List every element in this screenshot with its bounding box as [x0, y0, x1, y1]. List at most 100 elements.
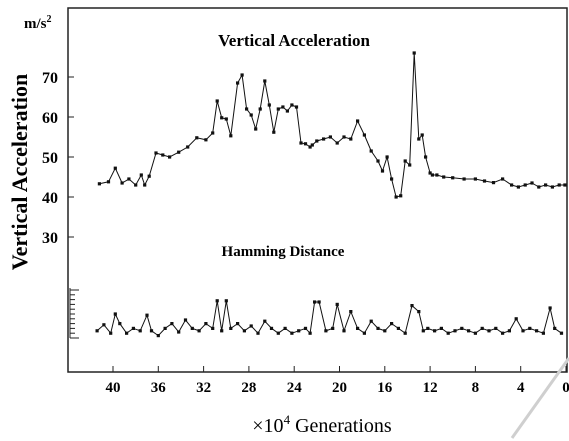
acceleration-point: [417, 137, 421, 141]
acceleration-line: [99, 52, 565, 198]
acceleration-point: [195, 136, 199, 140]
hamming-point: [494, 326, 498, 330]
acceleration-point: [451, 176, 455, 180]
acceleration-point: [362, 133, 366, 137]
hamming-title: Hamming Distance: [222, 244, 345, 260]
y-axis-title: Vertical Acceleration: [7, 74, 32, 271]
hamming-axis: [69, 288, 79, 339]
acceleration-point: [224, 117, 228, 121]
acceleration-point: [550, 185, 554, 189]
hamming-point: [473, 331, 477, 335]
chart-title: Vertical Acceleration: [218, 31, 370, 50]
hamming-point: [263, 319, 267, 323]
hamming-point: [204, 322, 208, 326]
acceleration-point: [435, 173, 439, 177]
acceleration-point: [154, 151, 158, 155]
acceleration-point: [420, 133, 424, 137]
acceleration-point: [308, 145, 312, 149]
series-vertical-acceleration: [97, 51, 567, 199]
acceleration-point: [294, 105, 299, 109]
hamming-point: [102, 323, 106, 327]
acceleration-point: [215, 99, 219, 103]
y-tick-label: 30: [42, 230, 58, 247]
hamming-point: [433, 329, 437, 333]
x-tick-label: 12: [423, 380, 438, 396]
hamming-point: [303, 326, 308, 330]
hamming-point: [190, 326, 194, 330]
hamming-point: [242, 329, 246, 333]
hamming-point: [283, 326, 287, 330]
hamming-line: [96, 300, 562, 337]
acceleration-point: [369, 149, 373, 153]
acceleration-point: [254, 127, 258, 131]
acceleration-point: [399, 194, 403, 198]
hamming-point: [342, 329, 346, 333]
acceleration-point: [281, 105, 285, 109]
y-axis-ticks: 70 60 50 40 30: [42, 70, 74, 247]
hamming-point: [324, 329, 328, 333]
acceleration-point: [501, 177, 505, 181]
hamming-point: [421, 329, 425, 333]
hamming-point: [215, 299, 219, 303]
acceleration-point: [510, 183, 514, 187]
acceleration-point: [303, 142, 308, 146]
acceleration-point: [310, 143, 314, 147]
acceleration-point: [544, 183, 548, 187]
hamming-point: [410, 304, 414, 308]
hamming-point: [521, 329, 525, 333]
acceleration-point: [106, 180, 111, 184]
hamming-point: [220, 329, 224, 333]
hamming-point: [535, 329, 539, 333]
hamming-point: [335, 302, 339, 306]
hamming-point: [403, 331, 407, 335]
acceleration-point: [120, 181, 124, 185]
hamming-point: [390, 322, 394, 326]
acceleration-point: [290, 103, 294, 107]
acceleration-point: [462, 177, 466, 181]
acceleration-point: [229, 134, 233, 138]
acceleration-point: [537, 185, 541, 189]
hamming-point: [138, 329, 142, 333]
acceleration-point: [380, 169, 385, 173]
acceleration-point: [168, 155, 172, 159]
x-tick-label: 16: [377, 380, 393, 396]
hamming-point: [362, 331, 366, 335]
hamming-point: [507, 329, 511, 333]
hamming-point: [163, 326, 167, 330]
plot-frame: [67, 7, 568, 373]
hamming-point: [559, 331, 564, 335]
acceleration-point: [97, 182, 101, 186]
acceleration-point: [204, 138, 208, 142]
hamming-point: [170, 322, 174, 326]
x-tick-label: 28: [241, 380, 256, 396]
hamming-point: [514, 317, 518, 321]
x-tick-label: 8: [472, 380, 480, 396]
acceleration-point: [335, 141, 339, 145]
x-tick-label: 20: [332, 380, 347, 396]
acceleration-point: [177, 150, 181, 154]
acceleration-point: [147, 174, 151, 178]
acceleration-point: [127, 177, 131, 181]
hamming-point: [331, 326, 335, 330]
hamming-point: [113, 312, 117, 316]
x-axis-exponent: 4: [284, 412, 291, 427]
acceleration-point: [563, 183, 567, 187]
acceleration-point: [322, 137, 326, 141]
hamming-point: [446, 331, 450, 335]
hamming-point: [467, 329, 471, 333]
acceleration-point: [523, 183, 527, 187]
acceleration-point: [356, 119, 360, 123]
hamming-point: [439, 326, 443, 330]
hamming-point: [149, 329, 154, 333]
acceleration-point: [349, 137, 353, 141]
acceleration-point: [390, 177, 394, 181]
acceleration-point: [186, 145, 190, 149]
acceleration-point: [491, 181, 496, 185]
acceleration-point: [428, 171, 432, 175]
acceleration-point: [143, 183, 147, 187]
hamming-point: [487, 329, 491, 333]
hamming-point: [317, 300, 321, 304]
acceleration-point: [342, 135, 346, 139]
hamming-point: [183, 318, 188, 322]
